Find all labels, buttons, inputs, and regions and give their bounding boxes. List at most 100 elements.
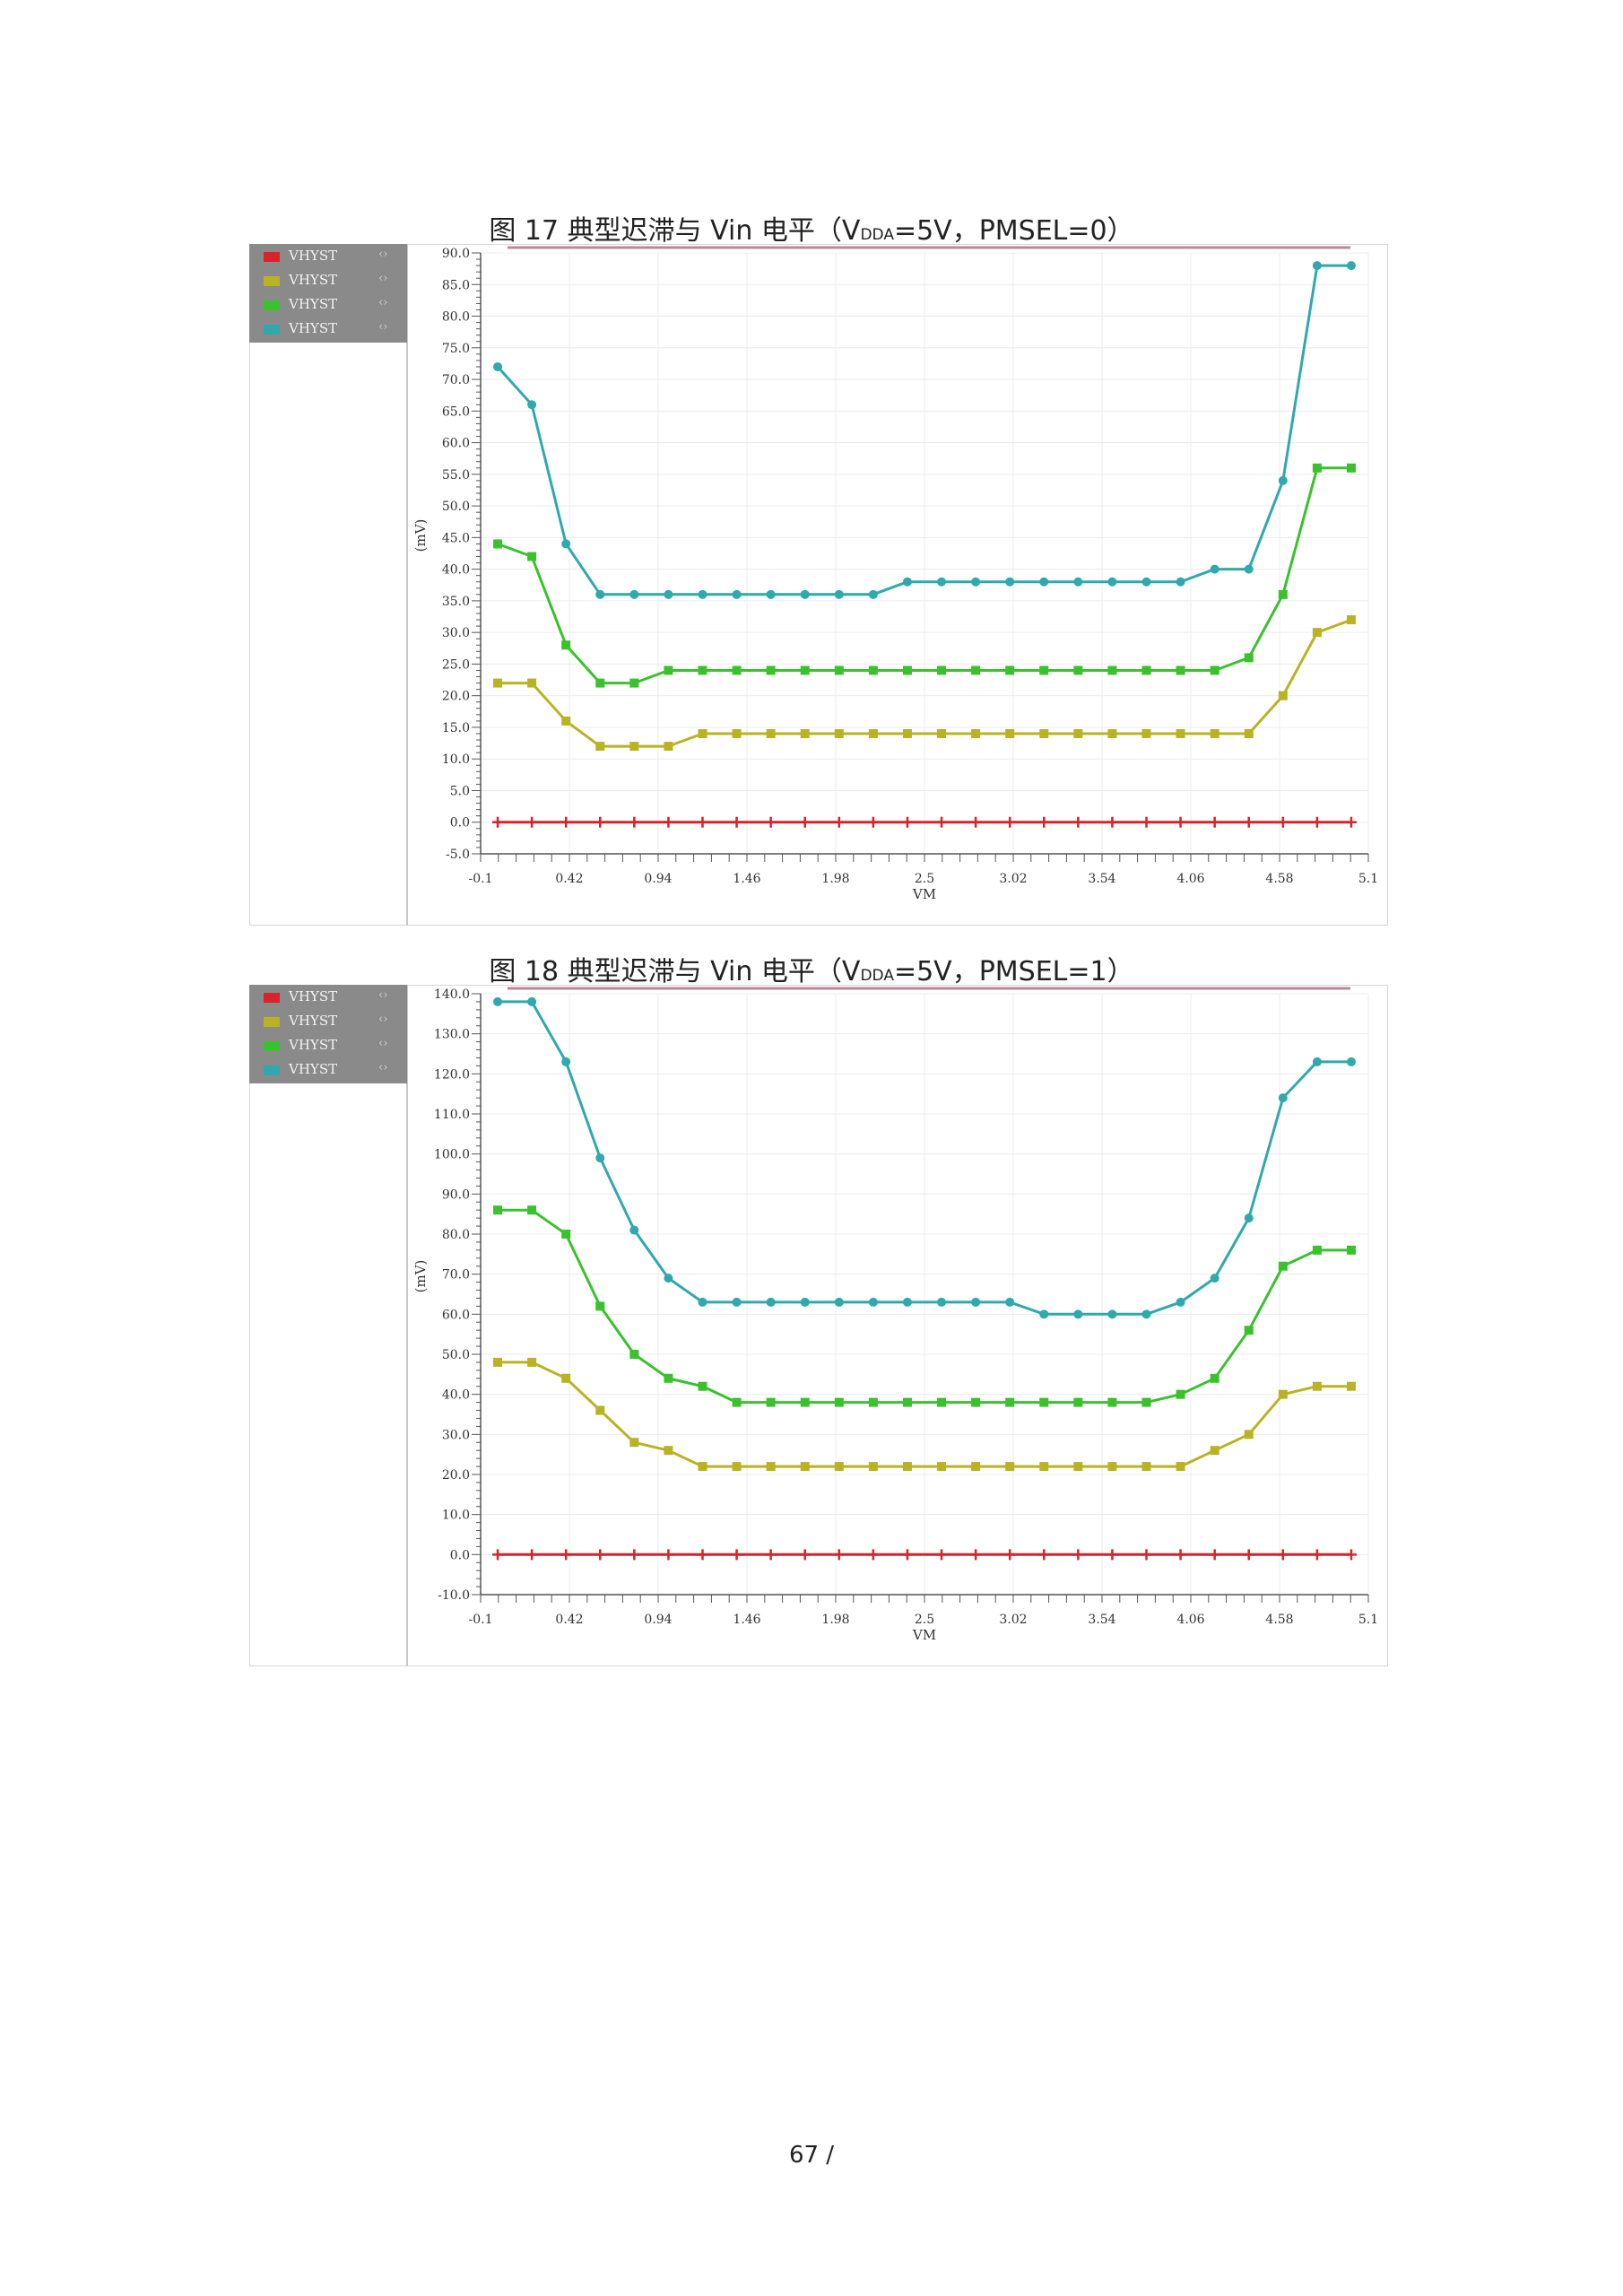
caption-text-end: =5V，PMSEL=1） bbox=[893, 956, 1134, 987]
data-point bbox=[629, 1549, 640, 1561]
data-point bbox=[834, 1297, 844, 1307]
visibility-icon[interactable]: ‹› bbox=[378, 1037, 388, 1050]
data-point bbox=[937, 577, 947, 587]
data-point bbox=[1311, 1549, 1323, 1561]
y-axis-label: (mV) bbox=[412, 1260, 429, 1293]
visibility-icon[interactable]: ‹› bbox=[378, 248, 388, 261]
data-point bbox=[868, 665, 878, 675]
data-point bbox=[936, 816, 948, 828]
data-point bbox=[493, 361, 503, 371]
legend-item-vhyst-green[interactable]: VHYST ‹› bbox=[249, 292, 407, 317]
data-point bbox=[1073, 1462, 1083, 1472]
data-point bbox=[1039, 665, 1049, 675]
legend-label: VHYST bbox=[289, 272, 338, 288]
data-point bbox=[1038, 1549, 1050, 1561]
data-point bbox=[1141, 1397, 1151, 1407]
data-point bbox=[664, 742, 673, 752]
legend-item-vhyst-red[interactable]: VHYST ‹› bbox=[249, 244, 407, 268]
data-point bbox=[629, 1225, 639, 1235]
data-point bbox=[1141, 577, 1151, 587]
data-point bbox=[1005, 729, 1015, 738]
data-point bbox=[902, 577, 912, 587]
data-point bbox=[1312, 1381, 1322, 1391]
data-point bbox=[937, 1397, 947, 1407]
data-point bbox=[937, 1297, 947, 1307]
legend-swatch bbox=[264, 276, 280, 286]
data-point bbox=[901, 1549, 913, 1561]
data-point bbox=[664, 1446, 673, 1456]
data-point bbox=[800, 1297, 810, 1307]
data-point bbox=[867, 1549, 879, 1561]
data-point bbox=[868, 729, 878, 738]
y-tick-label: 75.0 bbox=[442, 342, 470, 356]
data-point bbox=[766, 1397, 776, 1407]
data-point bbox=[664, 1373, 673, 1383]
data-point bbox=[731, 816, 742, 828]
legend-item-vhyst-yellow[interactable]: VHYST ‹› bbox=[249, 1009, 407, 1033]
legend-item-vhyst-red[interactable]: VHYST ‹› bbox=[249, 985, 407, 1009]
x-tick-label: 3.54 bbox=[1088, 872, 1115, 886]
visibility-icon[interactable]: ‹› bbox=[378, 320, 388, 334]
data-point bbox=[663, 816, 674, 828]
x-tick-label: 0.42 bbox=[555, 872, 583, 886]
data-point bbox=[765, 816, 777, 828]
data-point bbox=[766, 1462, 776, 1472]
caption-text: 图 18 典型迟滞与 Vin 电平（V bbox=[489, 956, 861, 987]
data-point bbox=[834, 665, 844, 675]
data-point bbox=[629, 816, 640, 828]
data-point bbox=[1141, 729, 1151, 738]
data-point bbox=[663, 1549, 674, 1561]
data-point bbox=[834, 1397, 844, 1407]
data-point bbox=[560, 1549, 572, 1561]
y-tick-label: 90.0 bbox=[442, 1187, 470, 1202]
data-point bbox=[1072, 816, 1084, 828]
data-point bbox=[867, 816, 879, 828]
data-point bbox=[1312, 463, 1322, 473]
visibility-icon[interactable]: ‹› bbox=[378, 272, 388, 285]
data-point bbox=[1004, 1549, 1016, 1561]
legend-swatch bbox=[264, 300, 280, 310]
figure-frame bbox=[249, 244, 1388, 926]
y-tick-label: 50.0 bbox=[442, 1348, 470, 1362]
data-point bbox=[492, 816, 504, 828]
x-axis-label: VM bbox=[912, 1627, 936, 1643]
data-point bbox=[527, 1357, 537, 1367]
visibility-icon[interactable]: ‹› bbox=[378, 1061, 388, 1074]
data-point bbox=[629, 678, 639, 688]
y-tick-label: 20.0 bbox=[442, 690, 470, 704]
legend-item-vhyst-yellow[interactable]: VHYST ‹› bbox=[249, 268, 407, 292]
y-tick-label: -5.0 bbox=[446, 848, 470, 862]
legend-label: VHYST bbox=[289, 1013, 338, 1029]
data-point bbox=[1278, 475, 1288, 485]
data-point bbox=[664, 1274, 673, 1283]
data-point bbox=[1141, 1309, 1151, 1319]
data-point bbox=[1141, 665, 1151, 675]
data-point bbox=[698, 1297, 707, 1307]
data-point bbox=[561, 1373, 571, 1383]
data-point bbox=[901, 816, 913, 828]
visibility-icon[interactable]: ‹› bbox=[378, 988, 388, 1002]
data-point bbox=[1176, 729, 1185, 738]
visibility-icon[interactable]: ‹› bbox=[378, 296, 388, 309]
visibility-icon[interactable]: ‹› bbox=[378, 1013, 388, 1026]
legend-item-vhyst-green[interactable]: VHYST ‹› bbox=[249, 1033, 407, 1057]
data-point bbox=[697, 816, 708, 828]
data-point bbox=[1312, 1057, 1322, 1066]
data-point bbox=[800, 1462, 810, 1472]
x-tick-label: 5.1 bbox=[1358, 1613, 1378, 1627]
x-tick-label: 0.94 bbox=[644, 1613, 672, 1627]
data-point bbox=[731, 1549, 742, 1561]
data-point bbox=[1312, 628, 1322, 638]
data-point bbox=[492, 1549, 504, 1561]
data-point bbox=[1243, 1549, 1254, 1561]
data-point bbox=[1278, 1261, 1288, 1271]
x-tick-label: -0.1 bbox=[469, 872, 493, 886]
x-tick-label: 1.98 bbox=[821, 872, 849, 886]
y-tick-label: 10.0 bbox=[442, 1509, 470, 1523]
y-tick-label: 85.0 bbox=[442, 278, 470, 292]
data-point bbox=[1176, 665, 1185, 675]
legend-item-vhyst-cyan[interactable]: VHYST ‹› bbox=[249, 317, 407, 341]
series-0 bbox=[492, 816, 1357, 828]
legend-item-vhyst-cyan[interactable]: VHYST ‹› bbox=[249, 1057, 407, 1082]
data-point bbox=[1005, 665, 1015, 675]
